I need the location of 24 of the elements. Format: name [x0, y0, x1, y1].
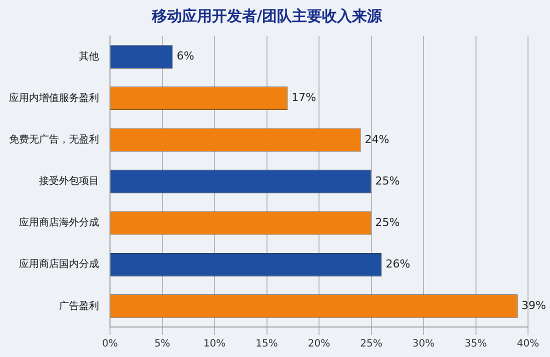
y-tick-label: 应用商店海外分成	[19, 216, 99, 229]
x-tick-label: 25%	[360, 338, 382, 350]
y-tick-label: 应用商店国内分成	[19, 258, 99, 270]
y-tick-label: 其他	[79, 50, 99, 62]
x-tick-label: 35%	[464, 338, 487, 350]
data-label: 25%	[375, 174, 400, 188]
chart-title: 移动应用开发者/团队主要收入来源	[150, 6, 384, 25]
data-label: 6%	[176, 50, 194, 63]
y-tick-label: 免费无广告，无盈利	[9, 134, 99, 146]
data-label: 39%	[522, 299, 546, 312]
x-tick-label: 15%	[256, 338, 278, 350]
x-tick-label: 5%	[154, 338, 170, 350]
x-tick-label: 0%	[102, 338, 118, 350]
y-tick-label: 接受外包项目	[39, 175, 99, 188]
y-tick-label: 广告盈利	[59, 300, 99, 312]
x-tick-label: 30%	[412, 338, 435, 350]
x-tick-label: 20%	[308, 338, 330, 350]
data-label: 24%	[364, 132, 390, 146]
data-label: 17%	[292, 91, 316, 104]
x-tick-label: 10%	[203, 338, 226, 350]
y-tick-label: 应用内增值服务盈利	[9, 92, 99, 104]
data-label: 25%	[375, 216, 400, 229]
data-label: 26%	[386, 258, 410, 270]
x-tick-label: 40%	[516, 338, 540, 350]
